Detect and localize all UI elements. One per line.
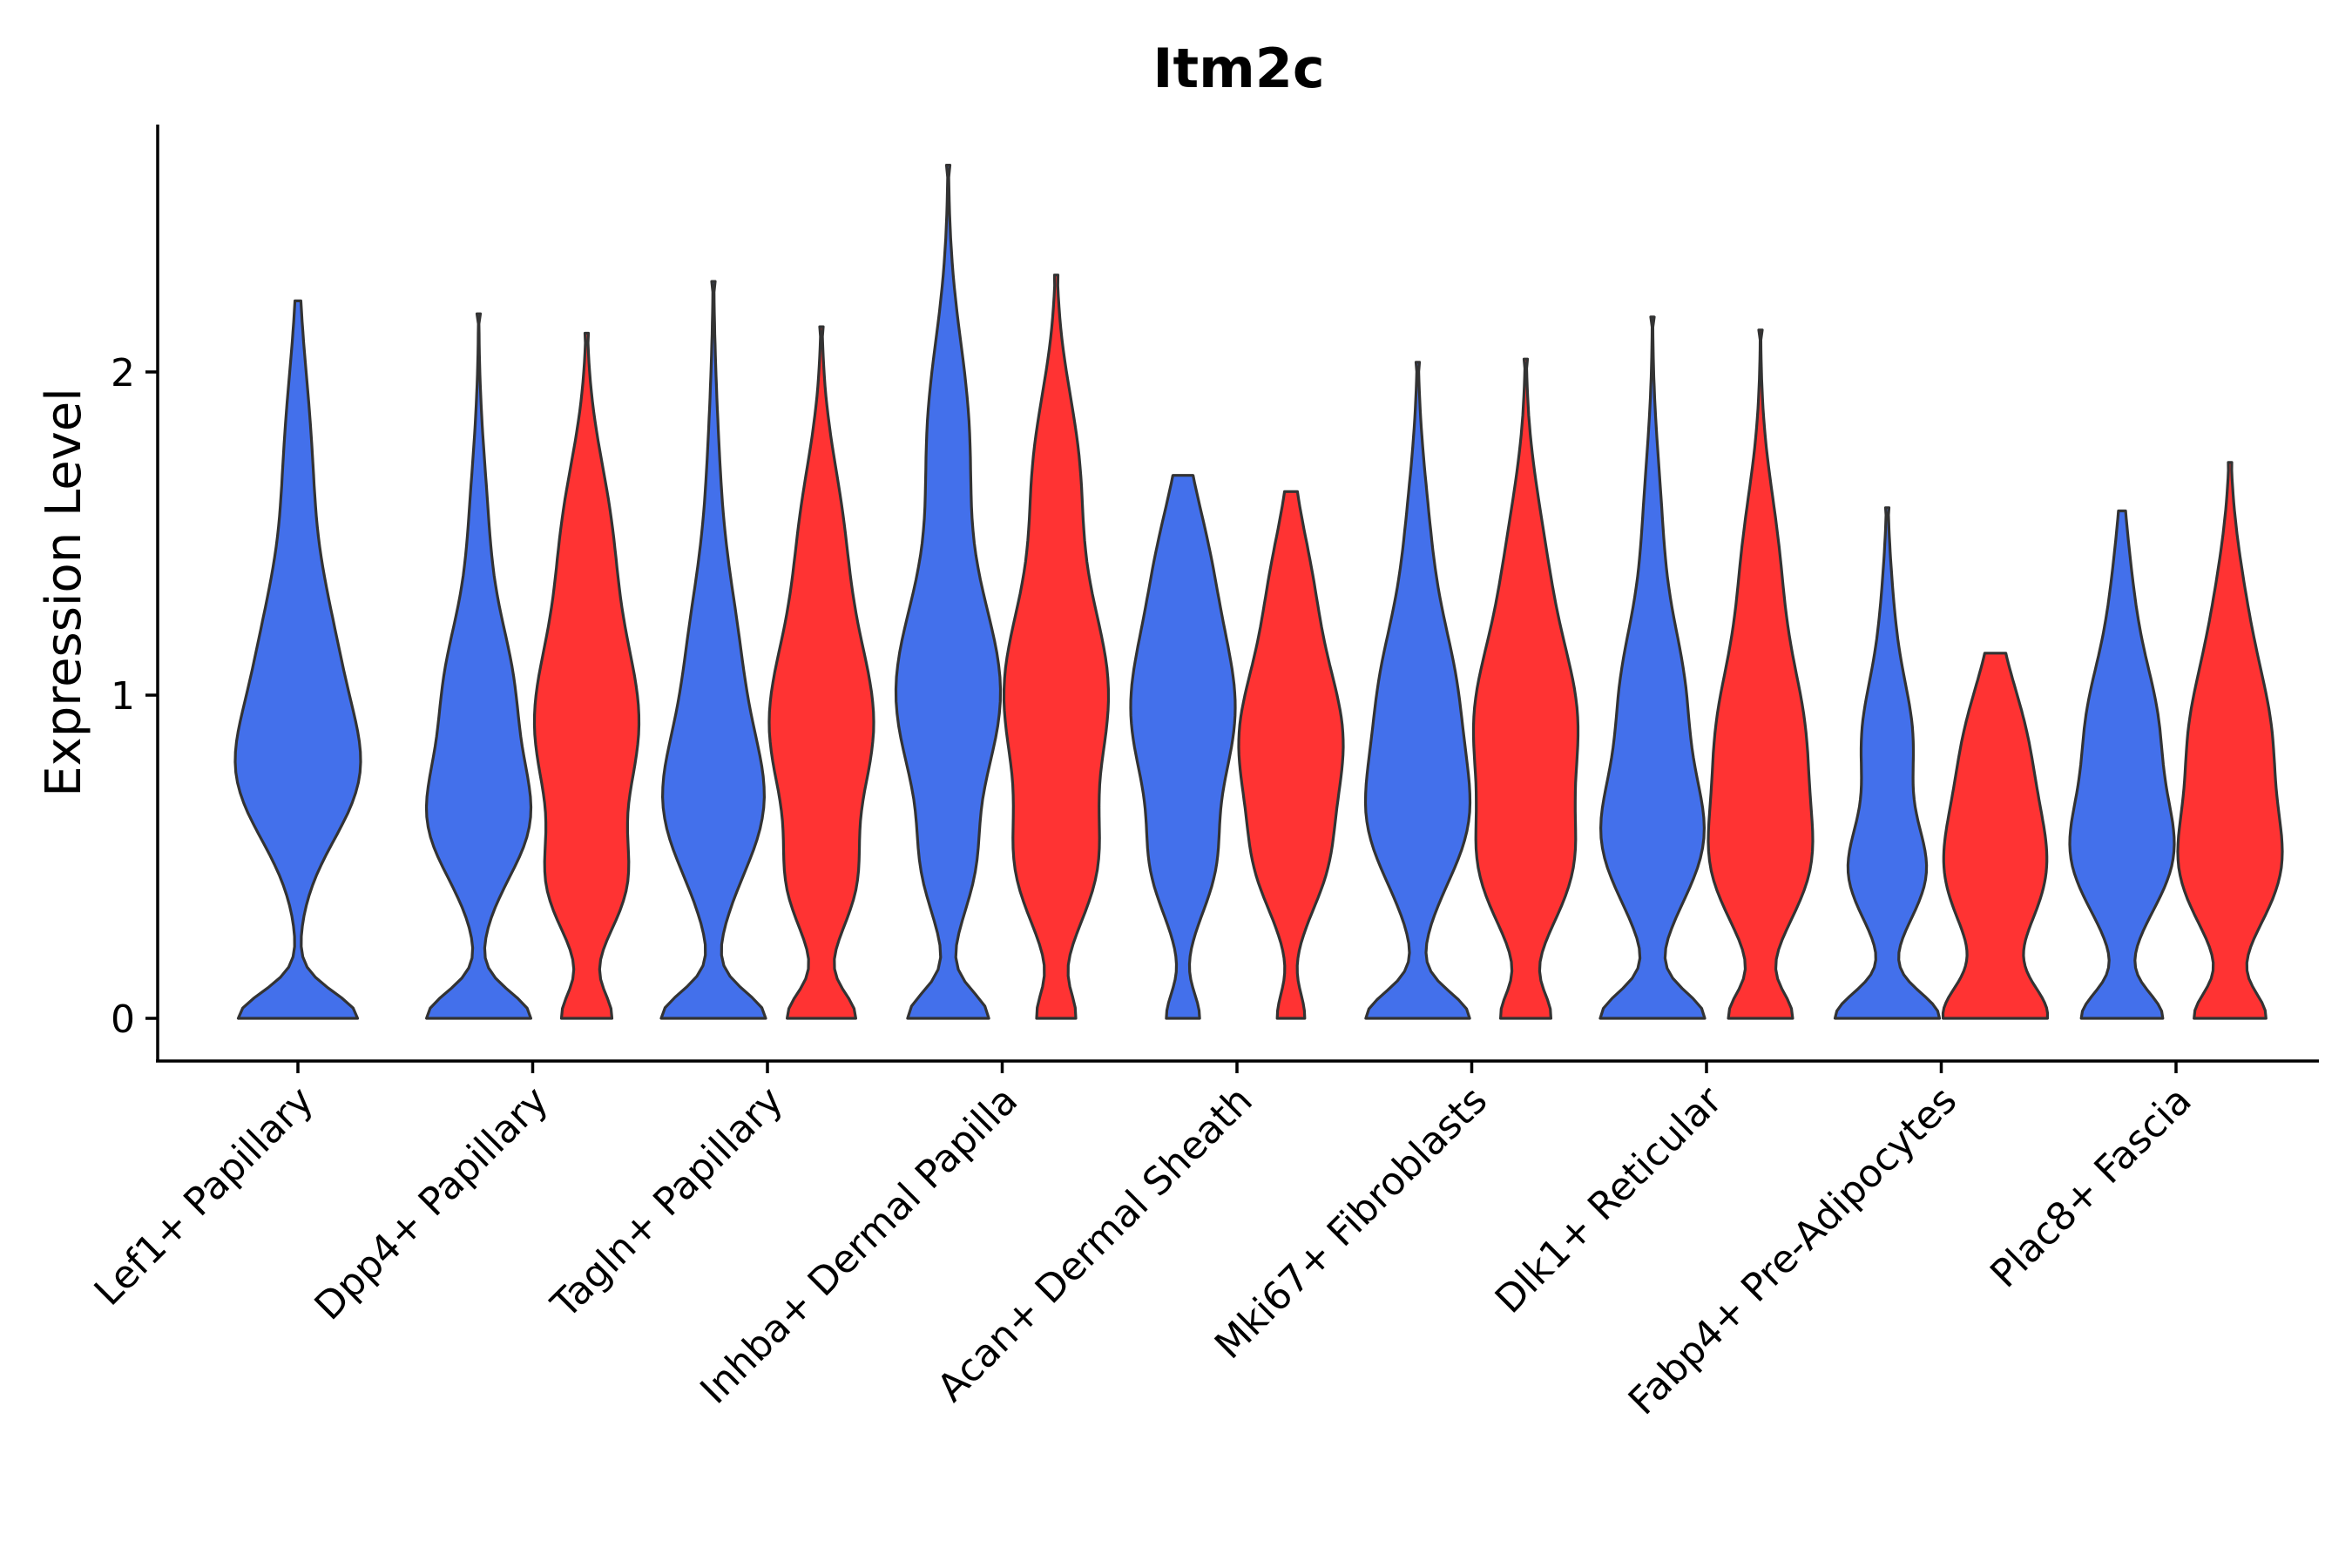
violin-blue [1363,361,1472,1020]
x-tick-label: Dlk1+ Reticular [1487,1078,1732,1322]
y-tick-label: 2 [111,351,135,395]
violin-layer [233,164,2284,1020]
violin-blue [894,164,1003,1020]
violin-red [532,331,641,1020]
x-tick-label: Dpp4+ Papillary [307,1078,558,1329]
violin-blue [1129,474,1237,1020]
violin-red [1002,274,1111,1020]
y-tick-label: 0 [111,997,135,1042]
violin-blue [659,280,767,1020]
y-axis-label: Expression Level [36,388,92,797]
y-tick-label: 1 [111,674,135,719]
y-axis-ticks: 0 1 2 [111,351,158,1042]
violin-blue [1833,506,1942,1020]
violin-red [1941,652,2050,1020]
violin-red [1471,357,1580,1020]
violin-blue [233,299,362,1020]
x-tick-label: Plac8+ Fascia [1982,1078,2200,1297]
x-tick-label: Tagln+ Papillary [543,1078,792,1328]
chart-title: Itm2c [1152,37,1324,100]
violin-red [1707,328,1815,1020]
violin-red [1237,490,1345,1020]
violin-blue [1598,315,1707,1020]
x-tick-label: Mki67+ Fibroblasts [1206,1078,1496,1368]
x-tick-label: Lef1+ Papillary [86,1078,322,1315]
violin-red [767,325,875,1020]
violin-red [2176,461,2284,1020]
violin-blue [2068,509,2176,1020]
violin-blue [424,312,533,1020]
